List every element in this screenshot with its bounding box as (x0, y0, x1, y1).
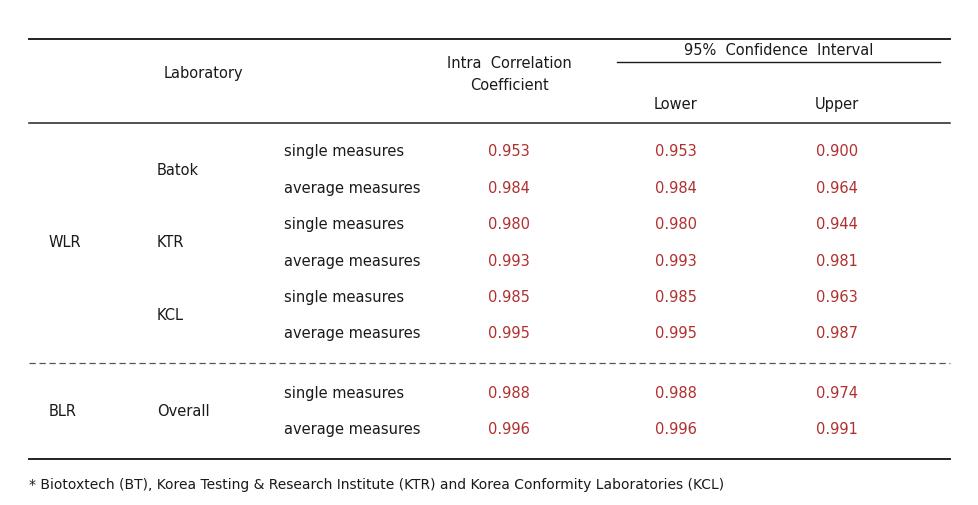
Text: 0.953: 0.953 (654, 144, 695, 159)
Text: Upper: Upper (814, 97, 859, 112)
Text: 0.987: 0.987 (816, 326, 857, 341)
Text: 0.984: 0.984 (654, 180, 695, 195)
Text: KTR: KTR (156, 235, 184, 250)
Text: 0.993: 0.993 (654, 253, 695, 268)
Text: 0.900: 0.900 (815, 144, 858, 159)
Text: 0.996: 0.996 (654, 421, 695, 436)
Text: 0.995: 0.995 (654, 326, 695, 341)
Text: * Biotoxtech (BT), Korea Testing & Research Institute (KTR) and Korea Conformity: * Biotoxtech (BT), Korea Testing & Resea… (29, 477, 724, 491)
Text: Lower: Lower (653, 97, 696, 112)
Text: 0.980: 0.980 (654, 217, 695, 232)
Text: average measures: average measures (284, 421, 420, 436)
Text: 0.963: 0.963 (816, 289, 857, 305)
Text: 0.988: 0.988 (654, 385, 695, 400)
Text: 0.944: 0.944 (816, 217, 857, 232)
Text: 0.984: 0.984 (488, 180, 529, 195)
Text: 0.964: 0.964 (816, 180, 857, 195)
Text: 0.988: 0.988 (488, 385, 529, 400)
Text: Batok: Batok (156, 162, 199, 177)
Text: 0.981: 0.981 (816, 253, 857, 268)
Text: 0.974: 0.974 (816, 385, 857, 400)
Text: BLR: BLR (49, 403, 77, 418)
Text: 0.985: 0.985 (488, 289, 529, 305)
Text: 0.985: 0.985 (654, 289, 695, 305)
Text: single measures: single measures (284, 289, 404, 305)
Text: single measures: single measures (284, 144, 404, 159)
Text: 95%  Confidence  Interval: 95% Confidence Interval (683, 43, 872, 58)
Text: 0.953: 0.953 (488, 144, 529, 159)
Text: 0.993: 0.993 (488, 253, 529, 268)
Text: 0.995: 0.995 (488, 326, 529, 341)
Text: 0.996: 0.996 (488, 421, 529, 436)
Text: 0.991: 0.991 (816, 421, 857, 436)
Text: single measures: single measures (284, 385, 404, 400)
Text: single measures: single measures (284, 217, 404, 232)
Text: average measures: average measures (284, 253, 420, 268)
Text: Laboratory: Laboratory (163, 66, 243, 81)
Text: 0.980: 0.980 (488, 217, 529, 232)
Text: Intra  Correlation
Coefficient: Intra Correlation Coefficient (446, 56, 571, 93)
Text: average measures: average measures (284, 180, 420, 195)
Text: WLR: WLR (49, 235, 81, 250)
Text: KCL: KCL (156, 308, 184, 323)
Text: average measures: average measures (284, 326, 420, 341)
Text: Overall: Overall (156, 403, 209, 418)
